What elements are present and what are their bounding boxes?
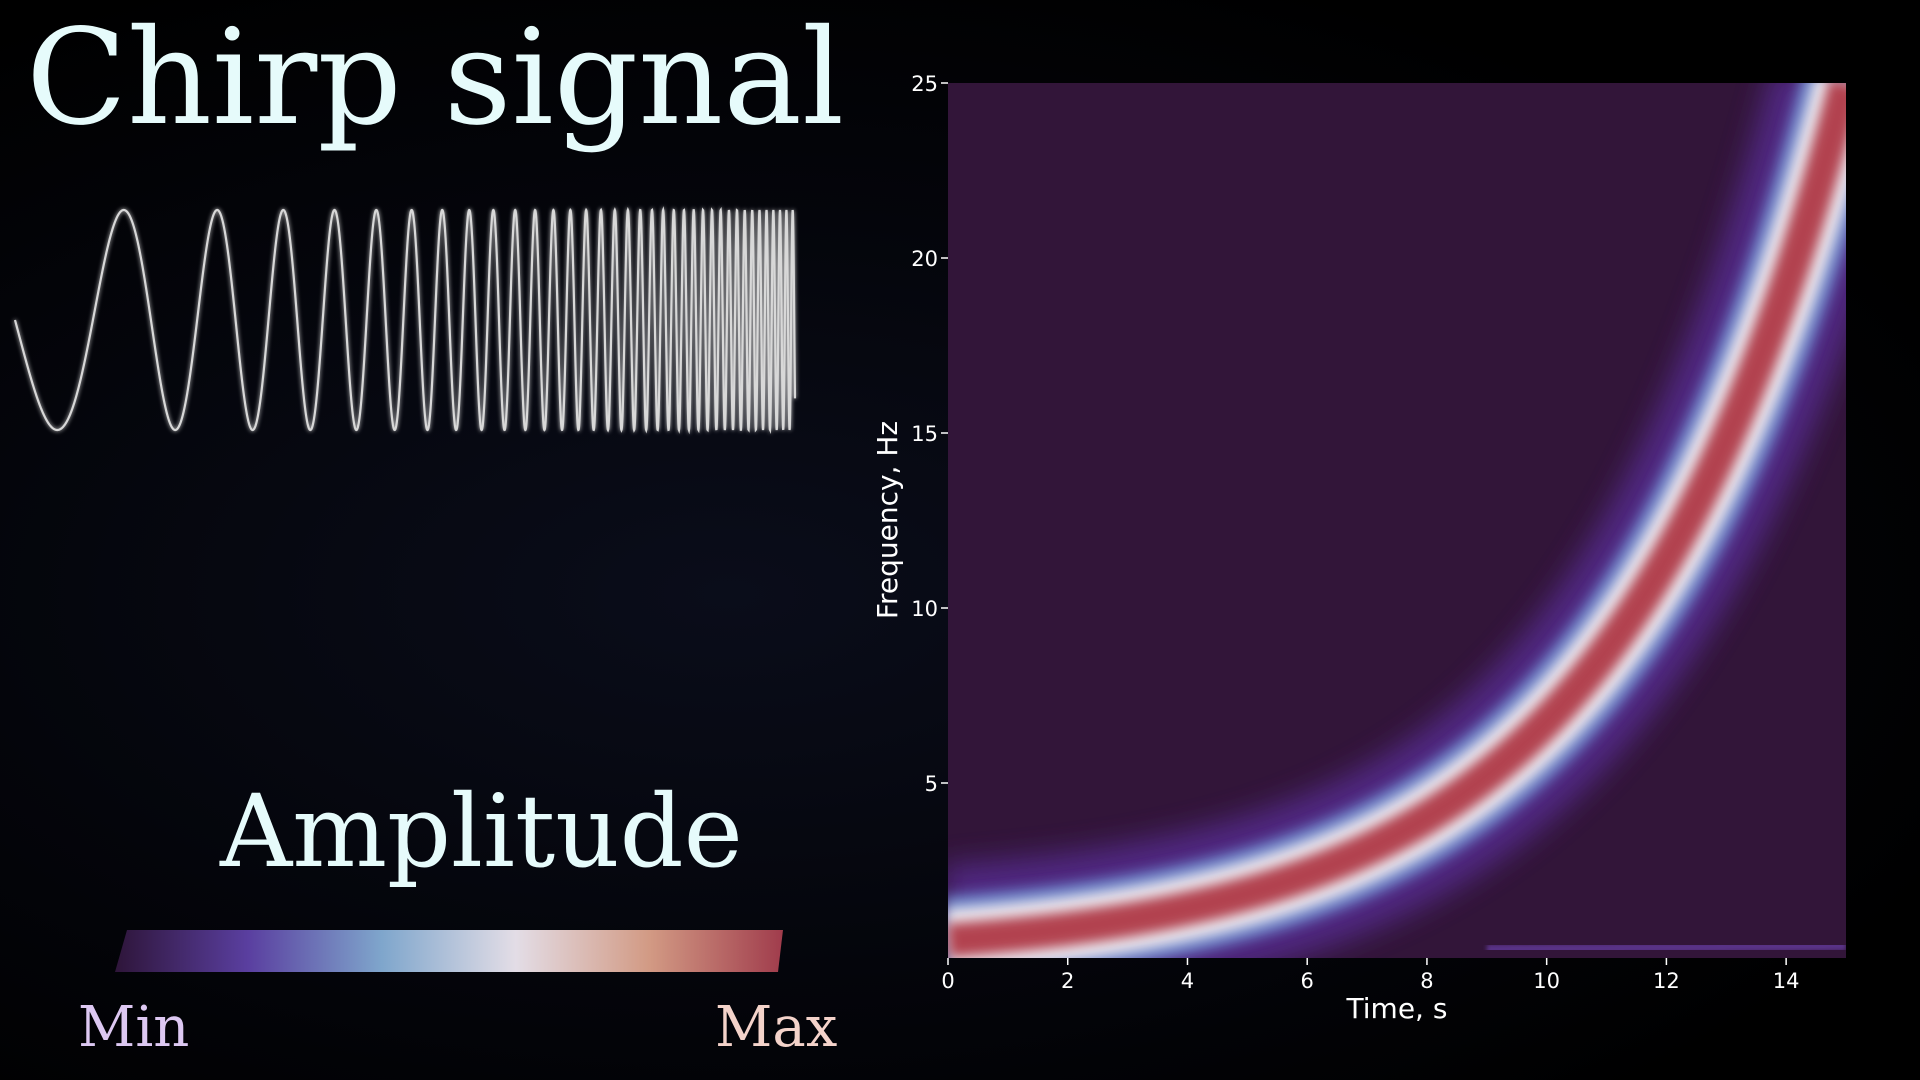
x-tick-label: 0: [941, 969, 954, 993]
amplitude-colorbar: [115, 930, 783, 972]
colorbar-max-label: Max: [715, 995, 838, 1060]
waveform-line: [13, 206, 797, 435]
x-axis-label: Time, s: [1346, 992, 1448, 1025]
x-tick-label: 6: [1301, 969, 1314, 993]
y-tick-label: 5: [925, 772, 938, 796]
amplitude-legend-title: Amplitude: [220, 773, 743, 890]
colorbar-fill: [115, 930, 783, 972]
y-axis-label: Frequency, Hz: [871, 421, 904, 619]
y-axis: 5 10 15 20 25: [911, 72, 948, 796]
x-tick-label: 2: [1061, 969, 1074, 993]
low-frequency-band: [1486, 940, 1846, 955]
x-tick-label: 8: [1420, 969, 1433, 993]
x-tick-label: 4: [1181, 969, 1194, 993]
x-tick-label: 14: [1773, 969, 1800, 993]
x-axis: 0 2 4 6 8 10 12 14: [941, 958, 1800, 993]
y-tick-label: 10: [911, 597, 938, 621]
y-tick-label: 20: [911, 247, 938, 271]
spectrogram-chart: 0 2 4 6 8 10 12 14 5 10 15 20 25 Time, s Frequency,…: [871, 72, 1846, 1025]
x-tick-label: 12: [1653, 969, 1680, 993]
x-tick-label: 10: [1533, 969, 1560, 993]
y-tick-label: 15: [911, 422, 938, 446]
spectrogram-ridge: [948, 83, 1846, 958]
page-title: Chirp signal: [26, 1, 845, 155]
ridge-core: [948, 83, 1846, 958]
y-tick-label: 25: [911, 72, 938, 96]
chirp-waveform: [13, 206, 797, 435]
colorbar-min-label: Min: [78, 995, 190, 1060]
